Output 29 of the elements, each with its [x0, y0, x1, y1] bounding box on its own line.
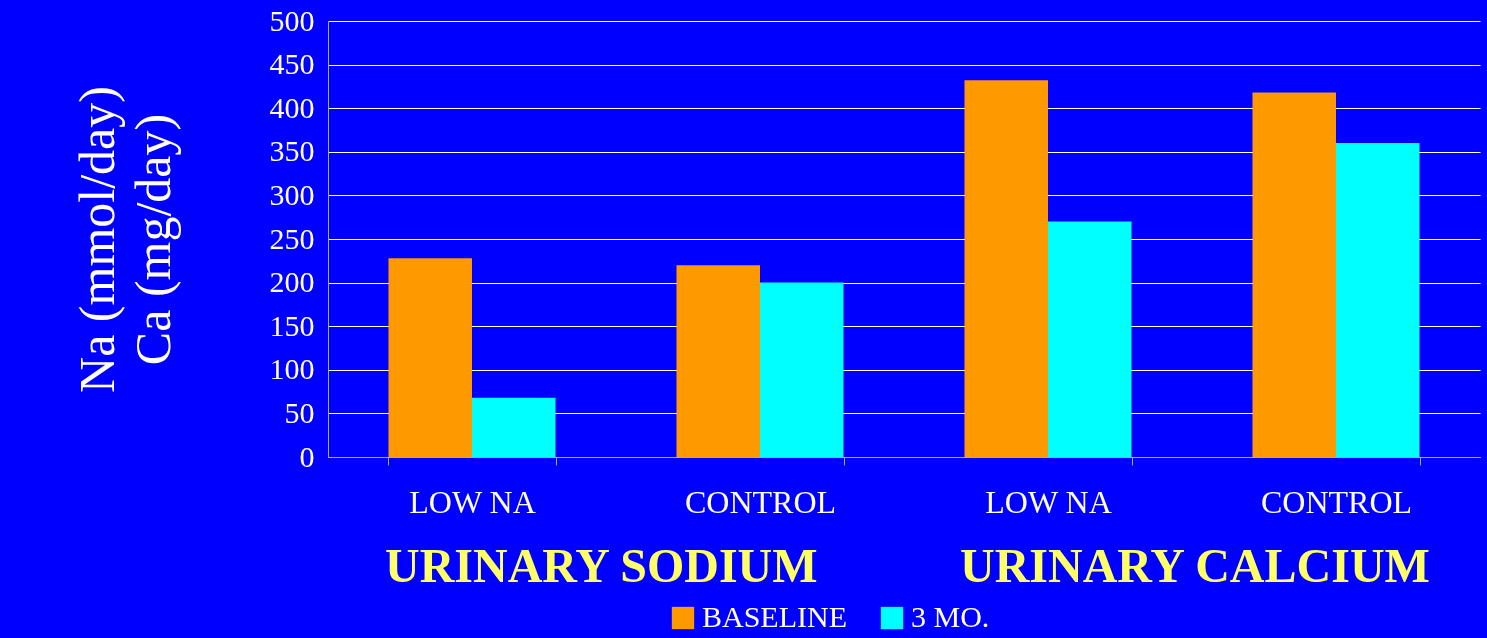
- y-tick-label: 50: [284, 395, 315, 429]
- y-tick-label: 150: [269, 308, 315, 342]
- x-tick-label: CONTROL: [1260, 483, 1413, 520]
- bar: [1336, 143, 1420, 457]
- bar: [1048, 221, 1132, 457]
- bar: [388, 258, 472, 457]
- x-tick-label: LOW NA: [985, 483, 1112, 520]
- bar: [760, 282, 844, 457]
- x-tick-label: LOW NA: [409, 483, 536, 520]
- bar: [676, 265, 760, 457]
- x-tick-label: CONTROL: [684, 483, 837, 520]
- legend-label: 3 MO.: [911, 600, 990, 633]
- legend-label: BASELINE: [702, 600, 847, 633]
- text: URINARY SODIUM: [385, 538, 818, 593]
- y-tick-label: 250: [269, 221, 315, 255]
- text: Ca (mg/day): [124, 113, 181, 366]
- y-tick-label: 450: [269, 47, 315, 81]
- y-tick-label: 0: [299, 439, 315, 473]
- y-tick-label: 500: [269, 3, 315, 37]
- text: Na (mmol/day): [68, 86, 125, 393]
- bar: [1252, 92, 1336, 457]
- y-tick-label: 350: [269, 134, 315, 168]
- y-tick-label: 100: [269, 352, 315, 386]
- y-tick-label: 200: [269, 265, 315, 299]
- bar: [964, 80, 1048, 457]
- y-tick-label: 400: [269, 90, 315, 124]
- text: URINARY CALCIUM: [960, 538, 1430, 593]
- bar: [472, 397, 556, 457]
- y-tick-label: 300: [269, 177, 315, 211]
